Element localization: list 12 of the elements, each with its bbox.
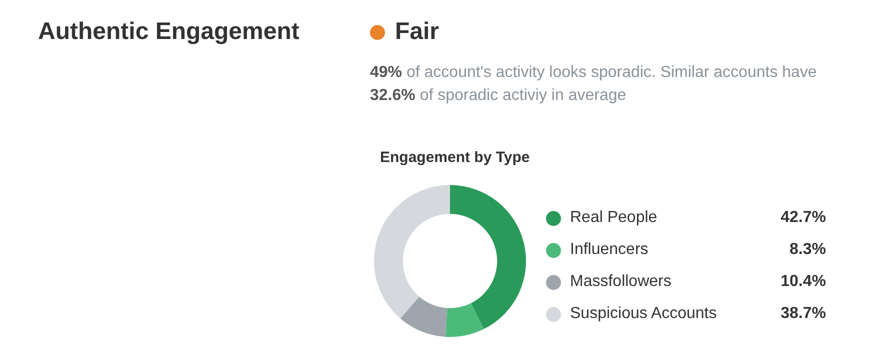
data-label: 10.4% [780, 273, 826, 291]
text: 49% of account's activity looks sporadic. Similar accounts have 32.6% of sporadic activiy in average [370, 63, 818, 106]
data-label: 38.7% [780, 305, 826, 323]
legend-label: Real People [570, 209, 658, 227]
text: Authentic Engagement [38, 18, 300, 46]
data-label: 42.7% [780, 209, 826, 227]
legend-label: Influencers [570, 241, 650, 259]
data-label: 8.3% [790, 241, 826, 259]
chart-subtitle: Fair [395, 18, 440, 46]
legend-label: Massfollowers [570, 273, 672, 291]
text: Engagement by Type [380, 149, 530, 166]
legend-label: Suspicious Accounts [570, 305, 718, 323]
